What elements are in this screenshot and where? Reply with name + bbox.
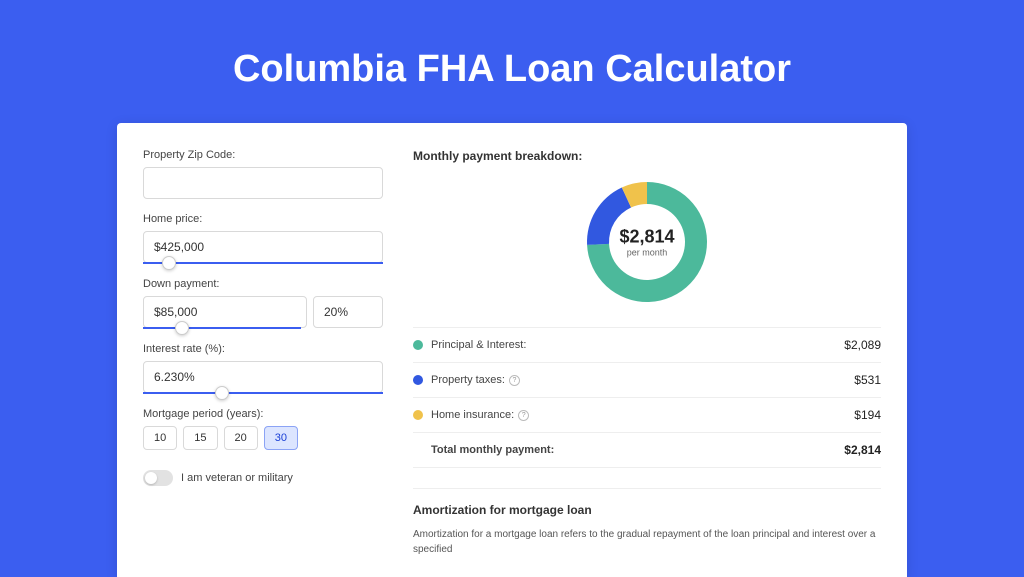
interest-rate-label: Interest rate (%): bbox=[143, 343, 383, 355]
donut-chart-wrap: $2,814 per month bbox=[413, 177, 881, 307]
interest-rate-slider-thumb[interactable] bbox=[215, 386, 229, 400]
breakdown-total: Total monthly payment:$2,814 bbox=[413, 433, 881, 468]
interest-rate-input[interactable] bbox=[143, 361, 383, 393]
home-price-slider-thumb[interactable] bbox=[162, 256, 176, 270]
zip-input[interactable] bbox=[143, 167, 383, 199]
down-payment-amount-input[interactable] bbox=[143, 296, 307, 328]
legend-dot bbox=[413, 340, 423, 350]
down-payment-slider-thumb[interactable] bbox=[175, 321, 189, 335]
interest-rate-group: Interest rate (%): bbox=[143, 343, 383, 394]
breakdown-item-label: Property taxes:? bbox=[431, 374, 854, 386]
down-payment-slider[interactable] bbox=[143, 327, 301, 329]
breakdown-column: Monthly payment breakdown: $2,814 per mo… bbox=[413, 149, 881, 557]
veteran-toggle-row: I am veteran or military bbox=[143, 470, 383, 486]
calculator-panel: Property Zip Code: Home price: Down paym… bbox=[117, 123, 907, 577]
down-payment-label: Down payment: bbox=[143, 278, 383, 290]
donut-center: $2,814 per month bbox=[619, 227, 674, 258]
breakdown-item-value: $2,089 bbox=[844, 338, 881, 352]
mortgage-period-option-20[interactable]: 20 bbox=[224, 426, 258, 450]
legend-dot bbox=[413, 375, 423, 385]
donut-center-label: per month bbox=[619, 248, 674, 258]
amortization-section: Amortization for mortgage loan Amortizat… bbox=[413, 488, 881, 557]
info-icon[interactable]: ? bbox=[509, 375, 520, 386]
mortgage-period-option-15[interactable]: 15 bbox=[183, 426, 217, 450]
zip-label: Property Zip Code: bbox=[143, 149, 383, 161]
breakdown-title: Monthly payment breakdown: bbox=[413, 149, 881, 163]
home-price-slider[interactable] bbox=[143, 262, 383, 264]
breakdown-item-value: $194 bbox=[854, 408, 881, 422]
breakdown-item-label: Principal & Interest: bbox=[431, 339, 844, 351]
legend-dot bbox=[413, 410, 423, 420]
home-price-input[interactable] bbox=[143, 231, 383, 263]
down-payment-percent-input[interactable] bbox=[313, 296, 383, 328]
veteran-toggle-knob bbox=[145, 472, 157, 484]
down-payment-group: Down payment: bbox=[143, 278, 383, 329]
amortization-title: Amortization for mortgage loan bbox=[413, 503, 881, 517]
interest-rate-slider[interactable] bbox=[143, 392, 383, 394]
donut-chart: $2,814 per month bbox=[582, 177, 712, 307]
breakdown-item-value: $531 bbox=[854, 373, 881, 387]
breakdown-item-label: Home insurance:? bbox=[431, 409, 854, 421]
breakdown-total-value: $2,814 bbox=[844, 443, 881, 457]
mortgage-period-options: 1015 2030 bbox=[143, 426, 383, 450]
amortization-text: Amortization for a mortgage loan refers … bbox=[413, 527, 881, 557]
breakdown-item: Principal & Interest:$2,089 bbox=[413, 328, 881, 363]
breakdown-list: Principal & Interest:$2,089Property taxe… bbox=[413, 327, 881, 468]
form-column: Property Zip Code: Home price: Down paym… bbox=[143, 149, 383, 557]
breakdown-item: Property taxes:?$531 bbox=[413, 363, 881, 398]
veteran-toggle[interactable] bbox=[143, 470, 173, 486]
mortgage-period-option-10[interactable]: 10 bbox=[143, 426, 177, 450]
page-header: Columbia FHA Loan Calculator bbox=[0, 0, 1024, 123]
info-icon[interactable]: ? bbox=[518, 410, 529, 421]
breakdown-total-label: Total monthly payment: bbox=[431, 444, 844, 456]
home-price-label: Home price: bbox=[143, 213, 383, 225]
donut-center-value: $2,814 bbox=[619, 227, 674, 248]
page-title: Columbia FHA Loan Calculator bbox=[0, 48, 1024, 91]
zip-group: Property Zip Code: bbox=[143, 149, 383, 199]
breakdown-item: Home insurance:?$194 bbox=[413, 398, 881, 433]
mortgage-period-group: Mortgage period (years): 1015 2030 bbox=[143, 408, 383, 450]
mortgage-period-label: Mortgage period (years): bbox=[143, 408, 383, 420]
veteran-toggle-label: I am veteran or military bbox=[181, 472, 293, 484]
home-price-group: Home price: bbox=[143, 213, 383, 264]
mortgage-period-option-30[interactable]: 30 bbox=[264, 426, 298, 450]
